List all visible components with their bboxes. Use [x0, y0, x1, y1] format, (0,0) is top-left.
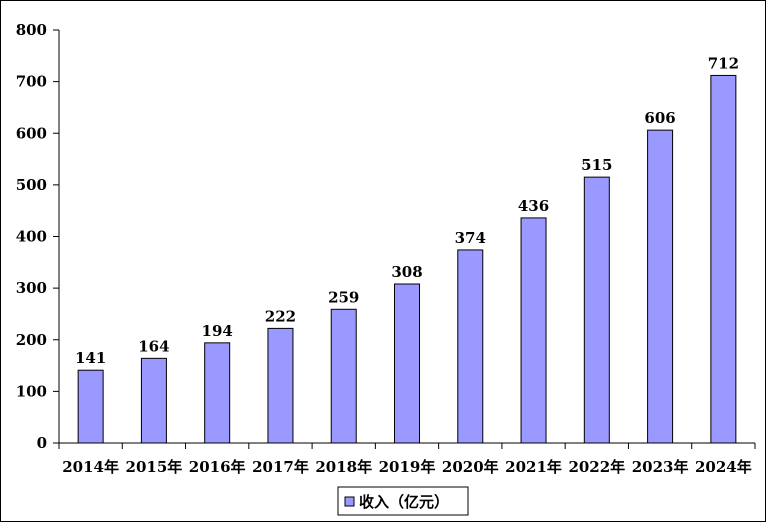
bar	[330, 308, 357, 444]
bar	[457, 249, 484, 444]
y-tick-label: 600	[16, 124, 47, 142]
x-tick-label: 2022年	[568, 458, 625, 476]
data-label: 141	[75, 349, 106, 367]
data-label: 259	[328, 288, 359, 306]
bars	[77, 74, 737, 444]
y-tick-label: 400	[16, 228, 47, 246]
bar	[204, 342, 231, 444]
y-axis: 0 100 200 300 400 500 600 700 800	[16, 21, 60, 452]
x-tick-label: 2014年	[62, 458, 119, 476]
x-tick-label: 2020年	[442, 458, 499, 476]
bar	[583, 176, 610, 444]
data-label: 222	[265, 307, 296, 325]
y-tick-label: 0	[37, 434, 47, 452]
y-tick-label: 700	[16, 73, 47, 91]
bar	[394, 283, 420, 444]
bar	[140, 357, 167, 444]
y-tick-label: 100	[16, 382, 47, 400]
data-label: 374	[455, 229, 486, 247]
data-label: 606	[644, 109, 675, 127]
data-labels: 141 164 194 222 259 308 374 436 515 606 712	[75, 54, 739, 367]
bar	[77, 369, 104, 444]
x-axis: 2014年 2015年 2016年 2017年 2018年 2019年 2020年 2021年…	[58, 442, 756, 476]
y-tick-label: 200	[16, 331, 47, 349]
y-tick-label: 800	[16, 21, 47, 39]
data-label: 436	[518, 197, 549, 215]
x-tick-label: 2016年	[189, 458, 246, 476]
data-label: 194	[202, 322, 233, 340]
y-tick-label: 500	[16, 176, 47, 194]
x-tick-label: 2024年	[695, 458, 752, 476]
x-tick-label: 2023年	[632, 458, 689, 476]
legend-swatch	[344, 496, 355, 507]
x-tick-label: 2018年	[315, 458, 372, 476]
x-tick-label: 2021年	[505, 458, 562, 476]
x-tick-label: 2019年	[379, 458, 436, 476]
legend-label: 收入（亿元）	[359, 493, 449, 511]
x-tick-label: 2015年	[126, 458, 183, 476]
data-label: 308	[391, 263, 422, 281]
legend-box	[337, 486, 469, 516]
data-label: 515	[581, 156, 612, 174]
bar	[267, 327, 294, 444]
x-tick-label: 2017年	[252, 458, 309, 476]
data-label: 712	[708, 54, 739, 72]
y-tick-label: 300	[16, 279, 47, 297]
legend: 收入（亿元）	[337, 486, 469, 516]
bar	[647, 129, 674, 444]
bar	[520, 217, 547, 444]
bar	[710, 74, 737, 444]
data-label: 164	[138, 337, 169, 355]
